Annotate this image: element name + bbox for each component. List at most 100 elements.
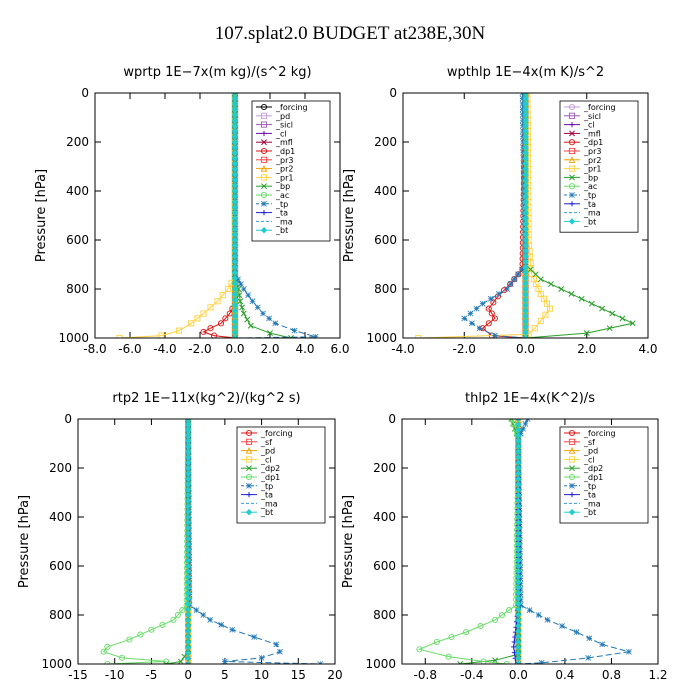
- rtp2-legend-ta-marker: [246, 492, 252, 498]
- wprtp-series-bp-marker: [267, 330, 273, 337]
- thlp2-legend-cl-marker: [568, 456, 576, 463]
- thlp2-legend-ta-label: _ta: [583, 491, 596, 500]
- wpthlp-series-bp-marker: [609, 310, 616, 317]
- thlp2-series-dp1-marker: [448, 634, 455, 641]
- wprtp-series-pr1-marker: [219, 292, 226, 299]
- rtp2-legend-cl-label: _cl: [260, 455, 272, 464]
- thlp2-series-ta-marker: [511, 644, 517, 650]
- thlp2-series-ta-marker: [513, 661, 519, 664]
- wpthlp-series-bp-marker: [527, 266, 534, 273]
- wpthlp-series-bp-marker: [583, 330, 590, 337]
- rtp2-xtick-label: 20: [327, 668, 342, 682]
- wprtp-legend-cl-label: _cl: [275, 129, 287, 138]
- wpthlp-ytick-label: 0: [389, 86, 397, 100]
- wpthlp-series-tp-marker: [496, 291, 502, 297]
- wpthlp-legend-bp-label: _bp: [583, 173, 598, 182]
- wpthlp-legend-bp-marker: [569, 174, 575, 181]
- rtp2-series-tp-marker: [207, 617, 214, 623]
- wpthlp-ytick-label: 400: [374, 184, 397, 198]
- wprtp-series-tp-marker: [237, 281, 244, 287]
- wprtp-series-pr1-marker: [224, 285, 232, 293]
- wprtp-series-pr1-marker: [214, 298, 221, 305]
- wprtp-legend-forcing-label: _forcing: [275, 103, 308, 112]
- wpthlp-series-dp1-marker: [501, 287, 508, 294]
- rtp2-legend-sf-label: _sf: [260, 438, 272, 447]
- rtp2-series-dp1-marker: [126, 636, 133, 643]
- thlp2-xtick-label: 1.2: [648, 668, 667, 682]
- wprtp-legend-bt-label: _bt: [275, 226, 288, 235]
- rtp2-series-dp1-marker: [104, 660, 111, 664]
- wprtp-series-pr1-marker: [207, 304, 214, 311]
- wpthlp-ytick-label: 800: [374, 282, 397, 296]
- wprtp-legend-ma-label: _ma: [275, 217, 293, 226]
- rtp2-series-tp-marker: [186, 554, 193, 561]
- thlp2-legend-dp2-label: _dp2: [583, 464, 603, 473]
- rtp2-legend-tp-label: _tp: [260, 482, 273, 491]
- thlp2-series-dp1-marker: [503, 660, 510, 664]
- thlp2-ytick-label: 600: [373, 559, 396, 573]
- wprtp-legend-forcing-marker: [260, 103, 268, 111]
- rtp2-legend-tp-marker: [246, 482, 252, 489]
- rtp2-legend-ma-label: _ma: [260, 499, 278, 508]
- wpthlp-series-bp-marker: [599, 305, 606, 312]
- figure-title: 107.splat2.0 BUDGET at238E,30N: [215, 23, 486, 44]
- thlp2-series-tp-marker: [516, 510, 523, 517]
- wpthlp-series-pr1-marker: [543, 300, 550, 307]
- wpthlp-series-pr1-marker: [531, 325, 538, 332]
- wprtp-series-bp-marker: [237, 298, 244, 305]
- wpthlp-ylabel: Pressure [hPa]: [342, 169, 357, 262]
- rtp2-legend-forcing-label: _forcing: [260, 429, 293, 438]
- wprtp-series-dp1-line: [202, 93, 236, 338]
- wprtp-series-pr1-marker: [188, 320, 195, 327]
- rtp2-series-dp1-marker: [104, 643, 111, 650]
- wpthlp-series-dp1-marker: [485, 320, 492, 327]
- rtp2-ytick-label: 800: [49, 608, 72, 622]
- rtp2-ytick-label: 200: [49, 461, 72, 475]
- wprtp-series-dp1-marker: [217, 320, 225, 327]
- wprtp-legend-sicl-marker: [260, 121, 268, 128]
- wprtp-series-tp-marker: [245, 292, 252, 299]
- rtp2-xtick-label: -15: [68, 668, 88, 682]
- wpthlp-legend-tp-label: _tp: [583, 191, 596, 200]
- wprtp-ytick-label: 200: [66, 135, 89, 149]
- thlp2-series-tp-marker: [516, 489, 522, 496]
- wprtp-legend-ac-marker: [260, 191, 268, 199]
- wpthlp-series-tp-marker: [487, 295, 494, 302]
- rtp2-xtick-label: 15: [291, 668, 306, 682]
- wprtp-legend-tp-label: _tp: [275, 200, 288, 209]
- wprtp-series-pr1-marker: [200, 310, 207, 317]
- wprtp-ytick-label: 600: [66, 233, 89, 247]
- rtp2-ytick-label: 1000: [41, 657, 72, 671]
- wpthlp-legend-ac-marker: [568, 183, 576, 190]
- wpthlp-series-tp-marker: [473, 305, 480, 312]
- thlp2-series-dp1-marker: [506, 607, 513, 614]
- thlp2-panel: thlp2 1E−4x(K^2)/s Pressure [hPa] -0.8 -0.4…: [341, 391, 668, 682]
- wpthlp-ytick-label: 600: [374, 233, 397, 247]
- rtp2-series-dp1-marker: [179, 607, 186, 614]
- wprtp-series-pr1-marker: [175, 327, 183, 334]
- wprtp-legend-ta-marker: [261, 210, 267, 216]
- wpthlp-series-pr1-marker: [546, 305, 554, 312]
- wprtp-series-dp1-marker: [210, 332, 218, 338]
- rtp2-series-dp2-marker: [177, 658, 184, 664]
- thlp2-series-dp1-marker: [445, 653, 452, 660]
- wpthlp-legend-forcing-marker: [568, 103, 576, 111]
- thlp2-series-tp-marker: [516, 494, 523, 501]
- panels-group: wprtp 1E−7x(m kg)/(s^2 kg) Pressure [hPa]…: [17, 65, 668, 682]
- thlp2-series-tp-marker: [535, 612, 542, 618]
- rtp2-series-tp-marker: [186, 538, 192, 545]
- thlp2-ytick-label: 200: [373, 461, 396, 475]
- wprtp-legend-ac-label: _ac: [275, 191, 289, 200]
- wprtp-legend-dp1-label: _dp1: [275, 147, 295, 156]
- rtp2-series-tp-marker: [258, 654, 265, 661]
- wprtp-series-tp-marker: [235, 276, 241, 283]
- rtp2-xtick-label: 5: [221, 668, 229, 682]
- wpthlp-series-tp-marker: [467, 310, 474, 317]
- rtp2-series-dp2-marker: [163, 661, 170, 664]
- thlp2-series-dp1-marker: [462, 629, 470, 636]
- wpthlp-xtick-label: -2.0: [453, 342, 476, 356]
- rtp2-panel-title: rtp2 1E−11x(kg^2)/(kg^2 s): [112, 391, 300, 406]
- wpthlp-series-bp-marker: [578, 295, 585, 302]
- rtp2-series-group: [100, 419, 324, 664]
